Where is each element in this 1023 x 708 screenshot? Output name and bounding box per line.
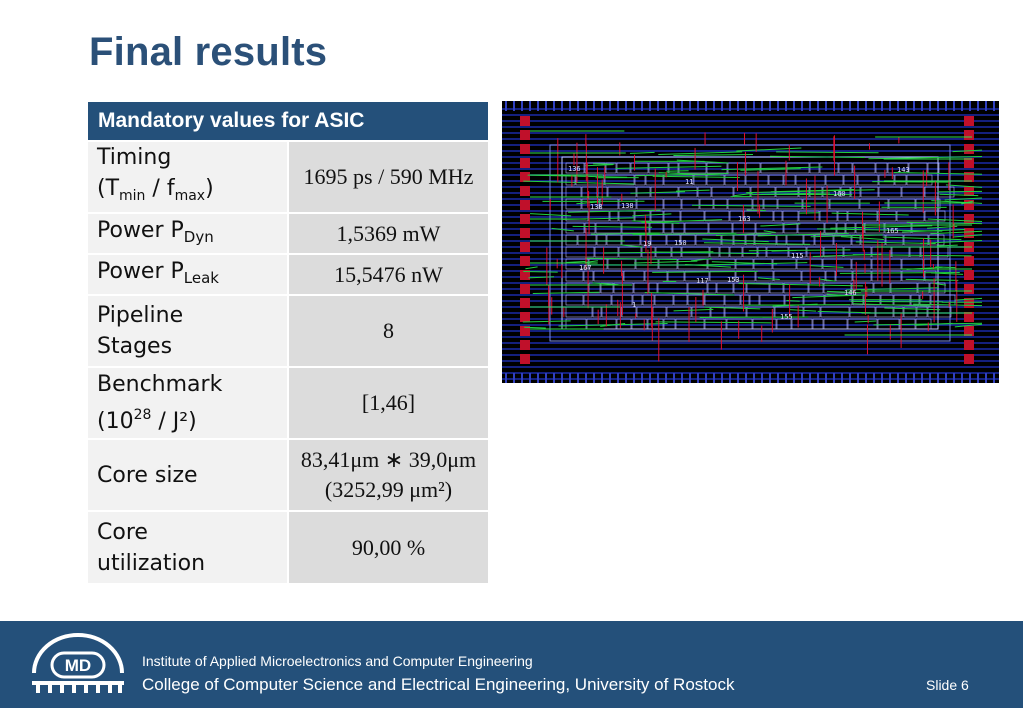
- label-subscript: Dyn: [183, 227, 214, 246]
- layout-cell-label: 115: [791, 252, 804, 260]
- label-text: Power P: [97, 258, 184, 284]
- label-text: ): [205, 176, 214, 201]
- label-subscript: Leak: [183, 268, 219, 287]
- label-text: / J²): [151, 409, 197, 434]
- row-label-power-dyn: Power PDyn: [88, 212, 288, 254]
- table-header: Mandatory values for ASIC: [88, 102, 488, 141]
- label-text: Benchmark: [97, 372, 223, 397]
- layout-cell-label: 138: [621, 202, 634, 210]
- value-line: (3252,99 μm²): [324, 477, 453, 502]
- label-text: Pipeline: [97, 303, 184, 328]
- row-label-core-utilization: Core utilization: [88, 510, 288, 583]
- layout-cell-label: 11: [685, 178, 693, 186]
- table-row: Power PLeak 15,5476 nW: [88, 253, 488, 295]
- logo-text: MD: [65, 656, 91, 675]
- label-text: / f: [145, 176, 175, 201]
- label-text: Stages: [97, 334, 173, 359]
- row-value-power-leak: 15,5476 nW: [287, 253, 488, 295]
- slide-title: Final results: [89, 30, 328, 74]
- layout-cell-label: 146: [844, 289, 857, 297]
- layout-cell-label: 153: [727, 276, 740, 284]
- row-value-core-utilization: 90,00 %: [287, 510, 488, 583]
- layout-cell-label: 167: [579, 264, 592, 272]
- label-text: (T: [97, 176, 120, 201]
- layout-cell-label: 160: [833, 190, 846, 198]
- logo-icon: MD: [32, 633, 124, 693]
- asic-layout-image: 136 138 150 153 155 160 165 167 1 11 163 115 146 143 1…: [502, 101, 999, 383]
- layout-cell-label: 143: [897, 166, 910, 174]
- footer-bar: MD Institute of Applied Microelectronics…: [0, 621, 1023, 708]
- layout-cell-label: 117: [696, 277, 709, 285]
- row-label-timing: Timing (Tmin / fmax): [88, 140, 288, 213]
- table-row: Pipeline Stages 8: [88, 294, 488, 367]
- asic-layout-svg: 1361381501531551601651671111631151461431…: [502, 101, 999, 383]
- label-text: Power P: [97, 217, 184, 243]
- row-value-power-dyn: 1,5369 mW: [287, 212, 488, 254]
- row-label-benchmark: Benchmark (1028 / J²): [88, 366, 288, 439]
- label-text: Core: [97, 519, 148, 545]
- row-value-benchmark: [1,46]: [287, 366, 488, 439]
- slide-number: Slide 6: [926, 677, 969, 693]
- layout-cell-label: 163: [738, 215, 751, 223]
- label-text: Timing: [97, 145, 172, 170]
- table-row: Core size 83,41μm ∗ 39,0μm (3252,99 μm²): [88, 438, 488, 511]
- table-row: Power PDyn 1,5369 mW: [88, 212, 488, 254]
- table-row: Core utilization 90,00 %: [88, 510, 488, 583]
- table-row: Benchmark (1028 / J²) [1,46]: [88, 366, 488, 439]
- label-text: utilization: [97, 550, 206, 576]
- results-table: Mandatory values for ASIC Timing (Tmin /…: [88, 102, 488, 583]
- institute-name: Institute of Applied Microelectronics an…: [142, 653, 533, 669]
- layout-cell-label: 136: [568, 165, 581, 173]
- row-value-core-size: 83,41μm ∗ 39,0μm (3252,99 μm²): [287, 438, 488, 511]
- layout-cell-label: 1: [632, 301, 636, 309]
- label-subscript: min: [119, 188, 146, 204]
- table-row: Timing (Tmin / fmax) 1695 ps / 590 MHz: [88, 140, 488, 213]
- layout-cell-label: 165: [886, 227, 899, 235]
- layout-cell-label: 150: [674, 239, 687, 247]
- row-value-pipeline: 8: [287, 294, 488, 367]
- table-header-row: Mandatory values for ASIC: [88, 102, 488, 141]
- row-value-timing: 1695 ps / 590 MHz: [287, 140, 488, 213]
- university-logo: MD: [26, 633, 130, 702]
- layout-cell-label: 155: [780, 313, 793, 321]
- label-text: (10: [97, 409, 134, 434]
- row-label-power-leak: Power PLeak: [88, 253, 288, 295]
- row-label-pipeline: Pipeline Stages: [88, 294, 288, 367]
- label-superscript: 28: [133, 407, 152, 423]
- layout-cell-label: 138: [590, 203, 603, 211]
- college-name: College of Computer Science and Electric…: [142, 675, 735, 694]
- layout-cell-label: 19: [643, 240, 651, 248]
- value-line: 83,41μm ∗ 39,0μm: [300, 447, 477, 472]
- row-label-core-size: Core size: [88, 438, 288, 511]
- label-subscript: max: [174, 188, 206, 204]
